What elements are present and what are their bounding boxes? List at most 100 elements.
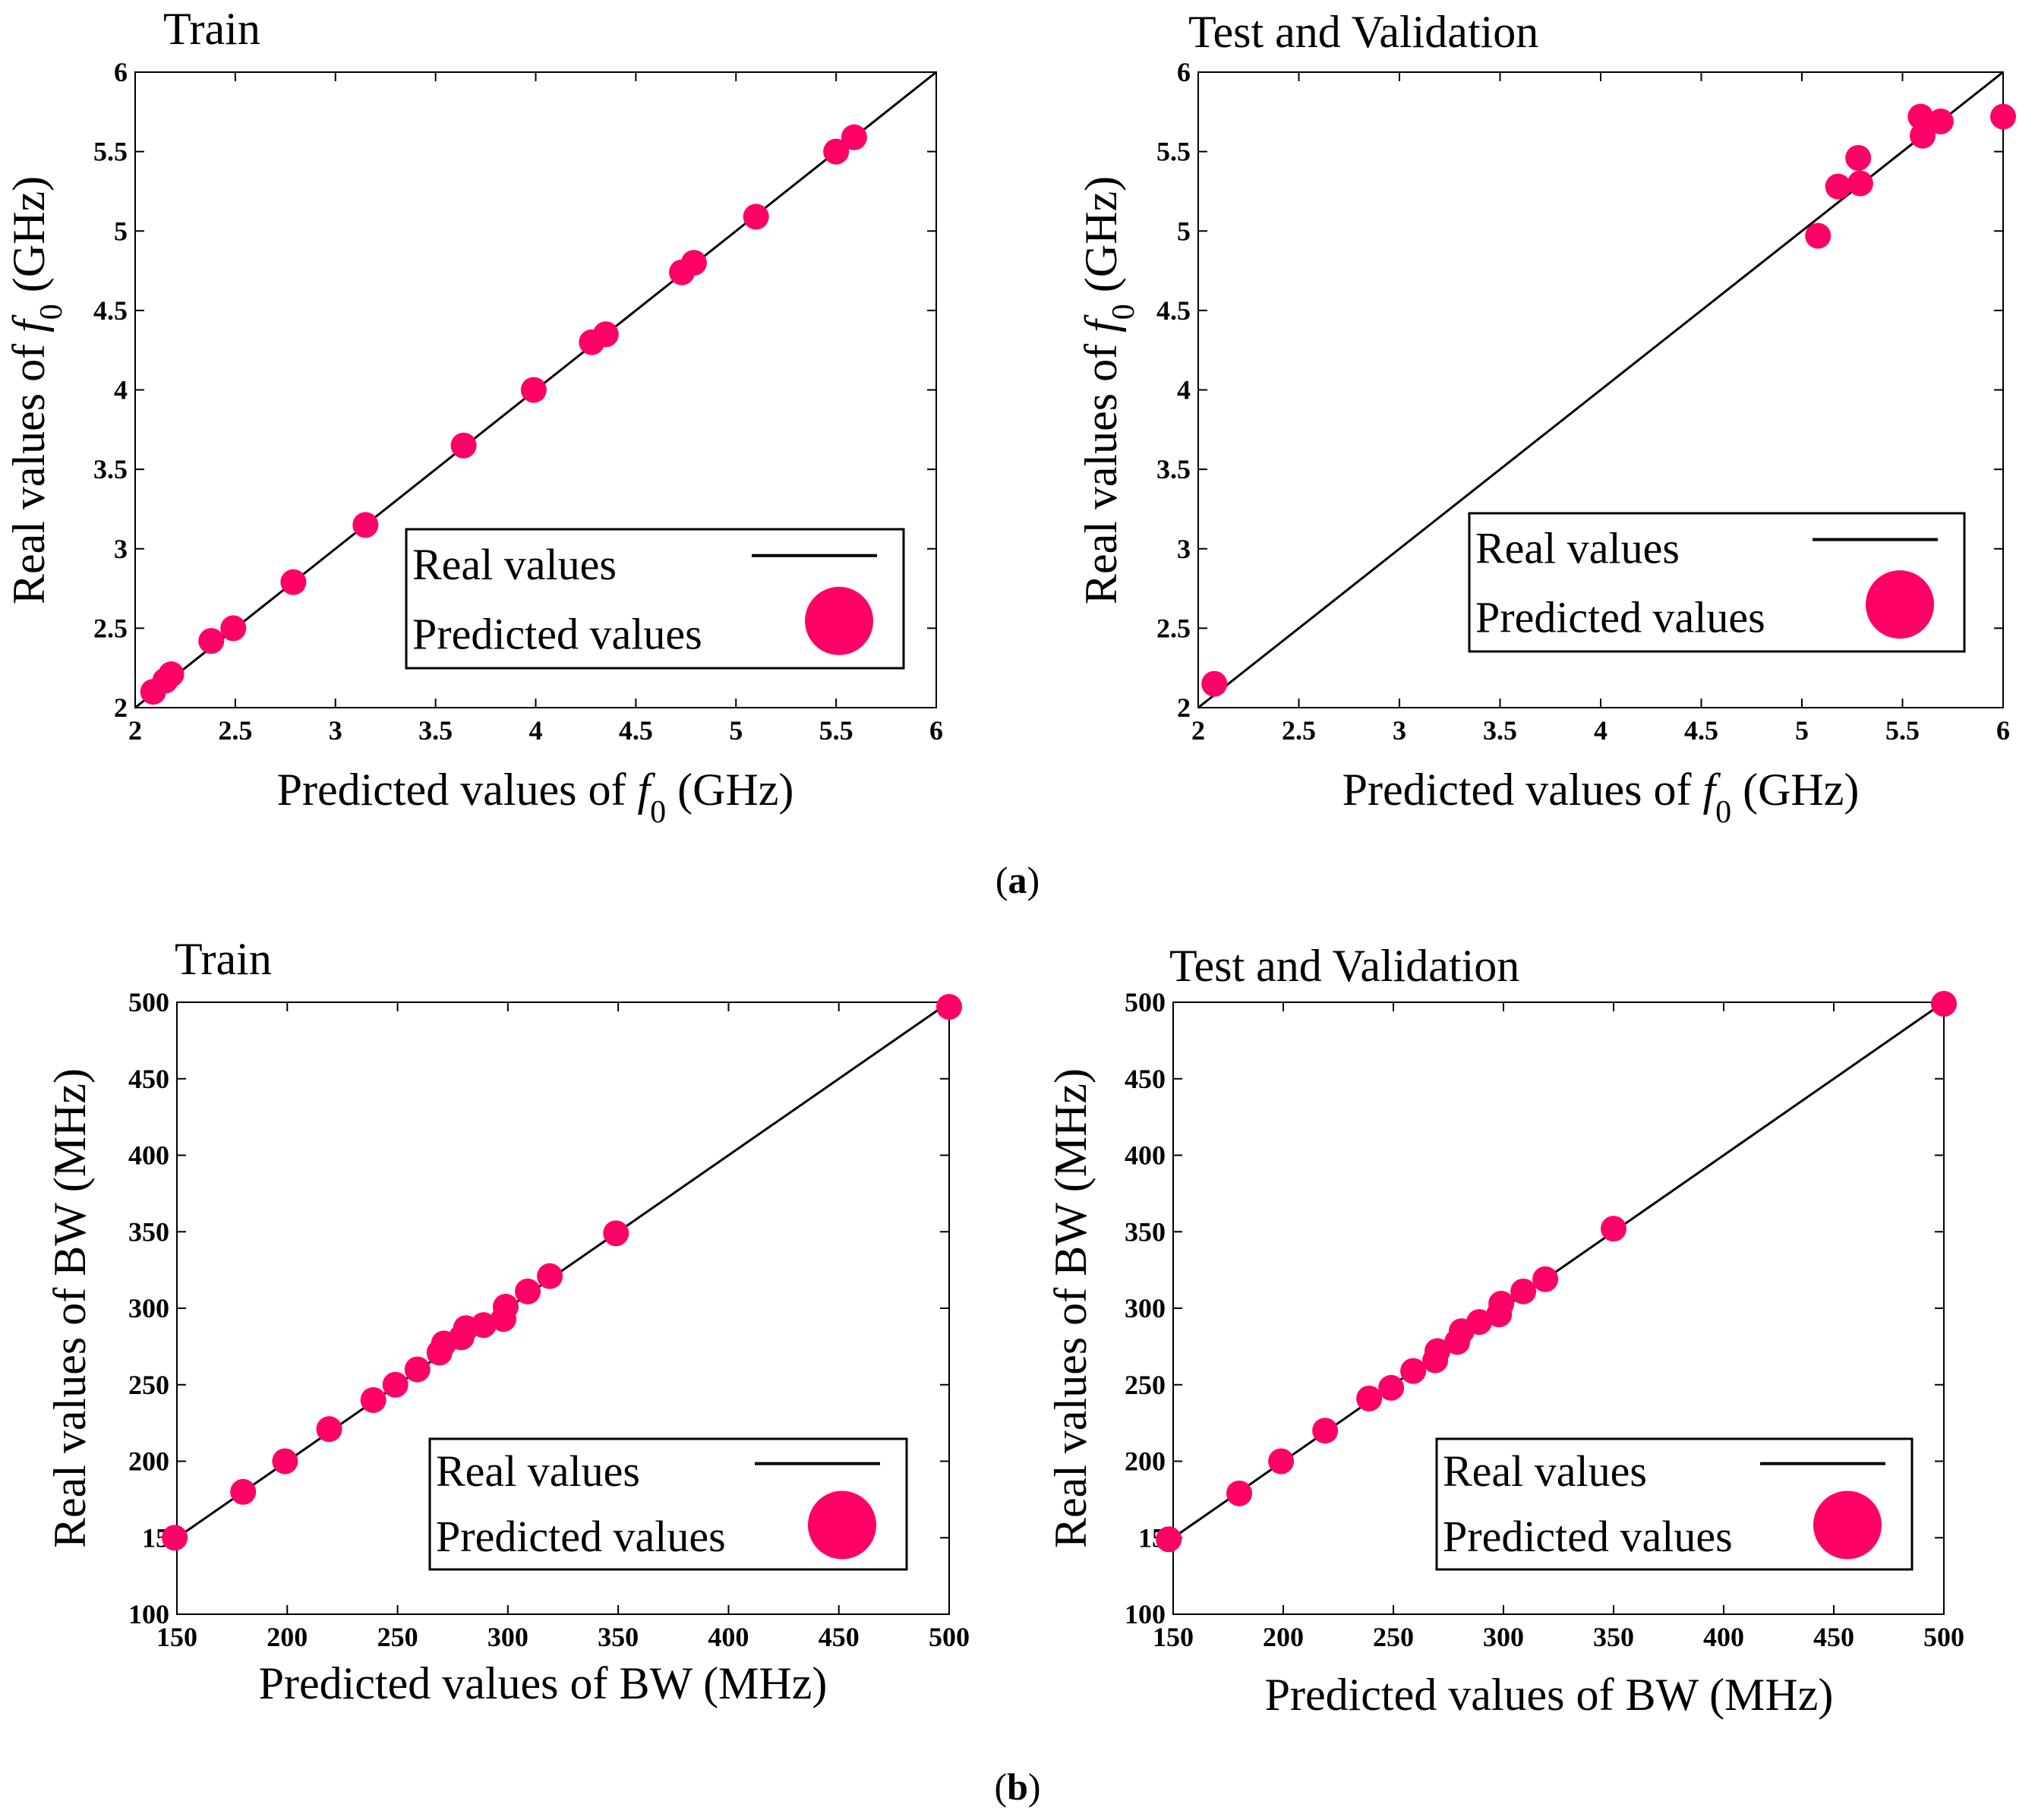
- x-tick-label: 5.5: [819, 715, 853, 746]
- legend-marker-label: Predicted values: [1443, 1512, 1733, 1561]
- x-tick-label: 150: [1153, 1622, 1194, 1652]
- predicted-point: [515, 1278, 541, 1304]
- predicted-point: [1845, 144, 1872, 171]
- predicted-point: [220, 615, 247, 642]
- real-values-line: [1173, 1002, 1944, 1539]
- legend-marker-label: Predicted values: [412, 609, 702, 658]
- predicted-point: [360, 1386, 386, 1413]
- caption-a-letter: a: [1008, 859, 1027, 901]
- y-axis-label-prefix: Real values of: [1046, 1276, 1096, 1548]
- y-axis-label: Real values of BW (MHz): [1046, 1068, 1096, 1548]
- legend-line-label: Real values: [412, 540, 617, 589]
- x-tick-label: 300: [1483, 1622, 1524, 1652]
- x-tick-label: 5: [729, 715, 743, 746]
- x-axis-label-var: BW: [619, 1658, 693, 1708]
- x-tick-label: 4: [529, 715, 543, 746]
- predicted-point: [1910, 122, 1936, 149]
- x-tick-label: 250: [377, 1622, 418, 1652]
- x-axis-label-prefix: Predicted values of: [1342, 765, 1703, 815]
- x-tick-label: 400: [708, 1622, 749, 1652]
- y-tick-label: 100: [1125, 1599, 1166, 1629]
- y-tick-label: 5: [114, 216, 128, 246]
- legend: Real values Predicted values: [1435, 1437, 1914, 1571]
- predicted-point: [404, 1356, 431, 1383]
- y-axis-label-var: BW: [45, 1203, 95, 1276]
- legend-marker-swatch: [805, 586, 873, 655]
- x-tick-label: 4: [1594, 715, 1607, 746]
- y-axis-label-prefix: Real values of: [45, 1276, 95, 1548]
- chart-a-train: 2 2.5 3 3.5 4 4.5 5 5.5 6 2 2.5 3 3.5 4 4.5 5 5.5 6 Real v…: [4, 4, 943, 830]
- y-tick-label: 450: [1125, 1064, 1166, 1094]
- predicted-point: [936, 994, 962, 1020]
- predicted-point: [1931, 991, 1957, 1017]
- y-tick-label: 6: [1177, 57, 1191, 87]
- predicted-point: [520, 377, 547, 403]
- predicted-point: [1990, 103, 2016, 130]
- y-axis-label: Real values of f0 (GHz): [4, 176, 69, 604]
- legend-marker-swatch: [808, 1490, 876, 1560]
- y-tick-label: 3.5: [1156, 454, 1191, 484]
- predicted-point: [1201, 670, 1228, 697]
- predicted-point: [158, 661, 185, 688]
- x-axis-label-unit: (MHz): [1698, 1670, 1833, 1720]
- predicted-point: [1356, 1385, 1383, 1412]
- predicted-point: [1400, 1358, 1427, 1384]
- predicted-point: [603, 1220, 629, 1247]
- y-tick-label: 3.5: [93, 454, 128, 484]
- x-axis-label-unit: (MHz): [692, 1658, 827, 1708]
- y-tick-label: 5.5: [93, 137, 128, 167]
- x-axis-label: Predicted values of BW (MHz): [1265, 1670, 1834, 1720]
- y-axis-label-sub: 0: [34, 304, 69, 320]
- x-axis-label: Predicted values of BW (MHz): [259, 1658, 828, 1708]
- x-tick-label: 2: [128, 715, 142, 746]
- y-tick-label: 400: [1125, 1140, 1166, 1171]
- legend-line-label: Real values: [1475, 524, 1680, 573]
- x-tick-label: 3.5: [418, 715, 453, 746]
- predicted-point: [1378, 1374, 1405, 1401]
- chart-b-train: 150 200 250 300 350 400 450 5001001520025030035…: [45, 934, 970, 1708]
- x-tick-label: 500: [1923, 1622, 1964, 1652]
- y-axis-label-unit: (MHz): [1046, 1068, 1096, 1203]
- legend: Real values Predicted values: [1468, 512, 1966, 653]
- y-tick-label: 300: [128, 1293, 169, 1323]
- predicted-point: [680, 250, 707, 276]
- predicted-point: [1532, 1266, 1559, 1292]
- x-tick-label: 5.5: [1885, 715, 1920, 746]
- caption-b: (b): [994, 1765, 1040, 1808]
- predicted-point: [1226, 1480, 1252, 1506]
- x-tick-label: 200: [1263, 1622, 1304, 1652]
- y-tick-label: 3: [1177, 534, 1191, 564]
- y-tick-label: 2: [1177, 692, 1191, 723]
- y-tick-label: 300: [1125, 1293, 1166, 1323]
- x-axis-label-sub: 0: [650, 795, 666, 830]
- real-values-line: [177, 1002, 949, 1539]
- y-tick-label: 3: [114, 534, 128, 564]
- y-tick-label: 500: [128, 987, 169, 1017]
- predicted-point: [1927, 108, 1954, 134]
- predicted-point: [537, 1263, 563, 1289]
- legend: Real values Predicted values: [428, 1437, 908, 1571]
- x-tick-label: 3: [1393, 715, 1406, 746]
- predicted-point: [592, 321, 619, 348]
- x-tick-label: 2: [1191, 715, 1205, 746]
- x-tick-label: 2.5: [218, 715, 252, 746]
- x-axis-label-sub: 0: [1715, 795, 1731, 830]
- predicted-point: [823, 138, 850, 165]
- y-tick-label: 400: [128, 1140, 169, 1171]
- chart-title: Train: [163, 4, 260, 54]
- predicted-point: [470, 1312, 497, 1339]
- legend-marker-swatch: [1813, 1490, 1882, 1560]
- x-axis-label-unit: (GHz): [666, 765, 793, 815]
- y-tick-label: 250: [128, 1370, 169, 1400]
- y-tick-label: 2.5: [93, 613, 128, 643]
- predicted-point: [1424, 1338, 1450, 1364]
- y-tick-label: 100: [128, 1599, 169, 1629]
- y-tick-label: 500: [1125, 987, 1166, 1017]
- x-tick-label: 5: [1795, 715, 1809, 746]
- y-tick-label: 2.5: [1156, 613, 1191, 643]
- legend-line-label: Real values: [436, 1446, 640, 1496]
- y-tick-label: 5.5: [1156, 137, 1191, 167]
- y-axis-label-prefix: Real values of: [4, 333, 54, 604]
- y-tick-label: 250: [1125, 1370, 1166, 1400]
